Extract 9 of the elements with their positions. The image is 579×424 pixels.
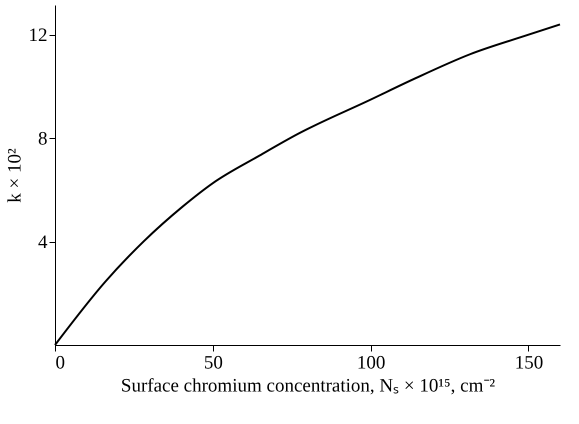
x-tick-label: 100 bbox=[356, 352, 386, 374]
x-axis-title: Surface chromium concentration, Nₛ × 10¹⁵, cm⁻² bbox=[120, 376, 496, 396]
x-tick-label: 0 bbox=[56, 352, 65, 374]
y-tick-label: 12 bbox=[28, 25, 48, 46]
x-tick-label: 150 bbox=[514, 352, 544, 374]
y-tick-label: 4 bbox=[38, 232, 48, 254]
y-tick-label: 8 bbox=[38, 128, 48, 150]
x-tick-label: 50 bbox=[204, 352, 223, 374]
y-axis-title: k × 10² bbox=[4, 148, 26, 203]
